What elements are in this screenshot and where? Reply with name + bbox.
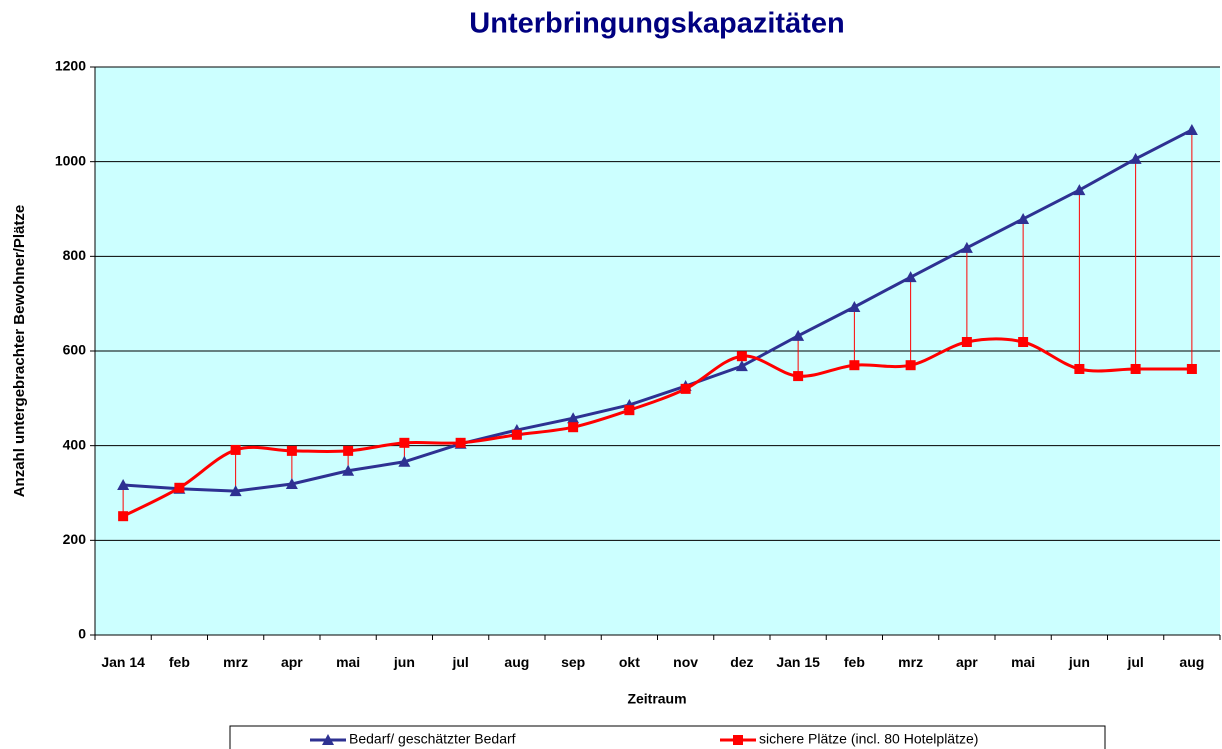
x-tick-label: Jan 14: [101, 654, 145, 670]
legend-marker: [322, 734, 334, 745]
x-tick-label: dez: [730, 654, 754, 670]
x-tick-label: okt: [618, 654, 640, 670]
marker: [792, 329, 805, 341]
x-tick-label: sep: [561, 654, 586, 670]
marker: [960, 241, 973, 253]
marker: [118, 511, 129, 522]
marker: [342, 464, 355, 476]
marker: [398, 455, 411, 467]
x-tick-label: nov: [673, 654, 699, 670]
marker: [1073, 184, 1086, 196]
y-tick-label: 600: [63, 342, 87, 358]
y-tick-label: 1200: [55, 58, 86, 74]
marker: [230, 444, 241, 455]
x-tick-label: feb: [843, 654, 865, 670]
marker: [1186, 363, 1197, 374]
x-axis-label: Zeitraum: [627, 691, 686, 707]
marker: [905, 360, 916, 371]
x-tick-label: mrz: [223, 654, 249, 670]
marker: [624, 405, 635, 416]
x-tick-label: mai: [336, 654, 361, 670]
marker: [735, 360, 748, 372]
marker: [174, 482, 185, 493]
marker: [848, 300, 861, 312]
marker: [736, 351, 747, 362]
marker: [117, 478, 130, 490]
series-line: [123, 128, 1193, 493]
x-tick-label: feb: [168, 654, 190, 670]
x-tick-label: aug: [504, 654, 530, 670]
y-axis-label: Anzahl untergebrachter Bewohner/Plätze: [11, 205, 28, 498]
marker: [793, 371, 804, 382]
x-tick-label: mai: [1011, 654, 1036, 670]
marker: [961, 337, 972, 348]
marker: [1074, 363, 1085, 374]
x-tick-label: jul: [1127, 654, 1144, 670]
x-tick-label: apr: [280, 654, 303, 670]
marker: [1130, 363, 1141, 374]
marker: [286, 445, 297, 456]
y-tick-label: 1000: [55, 152, 86, 168]
x-tick-label: mrz: [898, 654, 924, 670]
y-tick-label: 800: [63, 247, 87, 263]
legend-box: [229, 725, 1106, 749]
marker: [229, 485, 242, 497]
chart-title: Unterbringungskapazitäten: [469, 8, 844, 40]
x-tick-label: jul: [452, 654, 469, 670]
y-tick-label: 200: [63, 531, 87, 547]
legend-marker: [733, 735, 743, 745]
marker: [1129, 152, 1142, 164]
y-tick-label: 400: [63, 436, 87, 452]
legend-label: sichere Plätze (incl. 80 Hotelplätze): [759, 731, 978, 747]
marker: [455, 437, 466, 448]
marker: [567, 412, 580, 424]
marker: [343, 445, 354, 456]
marker: [1018, 337, 1029, 348]
x-tick-label: apr: [955, 654, 978, 670]
marker: [849, 360, 860, 371]
marker: [568, 422, 579, 433]
x-tick-label: jun: [393, 654, 415, 670]
y-tick-label: 0: [78, 626, 86, 642]
marker: [904, 271, 917, 283]
marker: [1017, 212, 1030, 224]
x-tick-label: jun: [1068, 654, 1090, 670]
marker: [285, 478, 298, 490]
x-tick-label: aug: [1179, 654, 1205, 670]
marker: [399, 437, 410, 448]
x-tick-label: Jan 15: [776, 654, 820, 670]
marker: [680, 383, 691, 394]
marker: [1185, 123, 1198, 135]
marker: [511, 429, 522, 440]
legend-label: Bedarf/ geschätzter Bedarf: [349, 731, 516, 747]
